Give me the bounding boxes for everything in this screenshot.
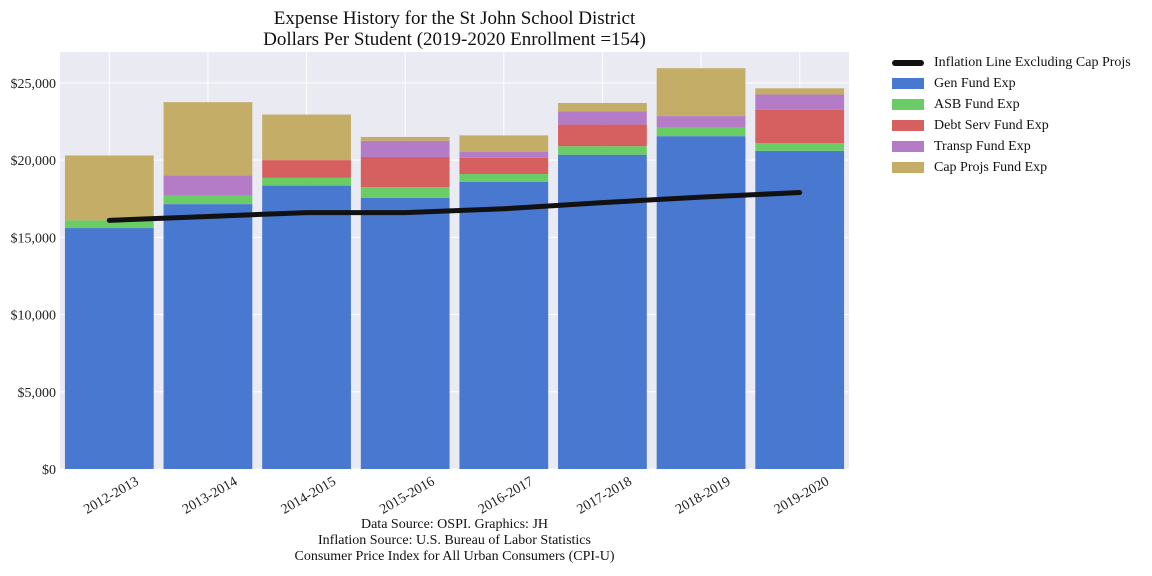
- data-source-note: Data Source: OSPI. Graphics: JH: [360, 517, 549, 532]
- bar-cap-projs-fund-exp-2013-2014: [163, 102, 253, 176]
- bar-asb-fund-exp-2013-2014: [163, 195, 253, 205]
- inflation-source-note: Inflation Source: U.S. Bureau of Labor S…: [318, 533, 591, 548]
- bar-debt-serv-fund-exp-2017-2018: [558, 124, 647, 147]
- x-tick-label: 2019-2020: [772, 474, 832, 517]
- bar-asb-fund-exp-2018-2019: [656, 127, 746, 137]
- x-tick-label: 2017-2018: [575, 474, 635, 517]
- legend-swatch: [892, 78, 924, 89]
- legend-label: Debt Serv Fund Exp: [934, 118, 1049, 133]
- bar-cap-projs-fund-exp-2015-2016: [360, 136, 450, 141]
- x-tick-label: 2013-2014: [180, 474, 240, 517]
- bar-cap-projs-fund-exp-2018-2019: [656, 68, 746, 117]
- bar-cap-projs-fund-exp-2012-2013: [64, 155, 154, 221]
- y-tick-label: $15,000: [11, 231, 57, 246]
- bar-debt-serv-fund-exp-2019-2020: [755, 109, 845, 144]
- bar-asb-fund-exp-2012-2013: [64, 220, 154, 229]
- y-tick-label: $20,000: [11, 154, 57, 169]
- bar-transp-fund-exp-2016-2017: [459, 151, 549, 158]
- x-tick-label: 2012-2013: [82, 474, 142, 517]
- x-tick-label: 2014-2015: [279, 474, 339, 517]
- bar-asb-fund-exp-2014-2015: [262, 177, 351, 186]
- bar-debt-serv-fund-exp-2014-2015: [262, 160, 351, 178]
- bar-gen-fund-exp-2012-2013: [64, 228, 154, 469]
- bar-transp-fund-exp-2018-2019: [656, 116, 746, 128]
- legend-label: Gen Fund Exp: [934, 76, 1016, 91]
- y-tick-label: $5,000: [18, 386, 57, 401]
- bar-debt-serv-fund-exp-2015-2016: [360, 157, 450, 188]
- y-tick-label: $0: [42, 463, 56, 478]
- bar-cap-projs-fund-exp-2017-2018: [558, 102, 647, 112]
- y-tick-label: $25,000: [11, 77, 57, 92]
- x-tick-label: 2015-2016: [377, 474, 437, 517]
- legend-swatch: [892, 141, 924, 152]
- legend-swatch: [892, 120, 924, 131]
- bar-debt-serv-fund-exp-2016-2017: [459, 157, 549, 175]
- legend-label: Cap Projs Fund Exp: [934, 160, 1048, 175]
- bar-asb-fund-exp-2017-2018: [558, 146, 647, 155]
- cpi-source-note: Consumer Price Index for All Urban Consu…: [294, 549, 615, 564]
- bar-cap-projs-fund-exp-2019-2020: [755, 88, 845, 95]
- bar-transp-fund-exp-2013-2014: [163, 175, 253, 196]
- bar-gen-fund-exp-2014-2015: [262, 185, 351, 469]
- chart-title-line-1: Expense History for the St John School D…: [273, 8, 636, 29]
- bar-gen-fund-exp-2017-2018: [558, 154, 647, 469]
- chart-title-line-2: Dollars Per Student (2019-2020 Enrollmen…: [263, 29, 646, 50]
- bar-transp-fund-exp-2019-2020: [755, 94, 845, 110]
- bar-gen-fund-exp-2016-2017: [459, 181, 549, 469]
- bar-cap-projs-fund-exp-2016-2017: [459, 135, 549, 152]
- x-tick-label: 2018-2019: [673, 474, 733, 517]
- legend-swatch: [892, 99, 924, 110]
- bar-gen-fund-exp-2019-2020: [755, 150, 845, 469]
- bar-gen-fund-exp-2013-2014: [163, 204, 253, 469]
- bar-asb-fund-exp-2016-2017: [459, 174, 549, 182]
- y-tick-label: $10,000: [11, 309, 57, 324]
- legend-label: Inflation Line Excluding Cap Projs: [934, 55, 1131, 70]
- bar-gen-fund-exp-2015-2016: [360, 197, 450, 469]
- bar-asb-fund-exp-2019-2020: [755, 143, 845, 151]
- legend-swatch: [892, 162, 924, 173]
- bar-transp-fund-exp-2017-2018: [558, 111, 647, 125]
- bar-transp-fund-exp-2015-2016: [360, 140, 450, 158]
- legend-label: Transp Fund Exp: [934, 139, 1031, 154]
- inflation-line: [106, 190, 803, 223]
- x-tick-label: 2016-2017: [476, 474, 536, 517]
- bar-gen-fund-exp-2018-2019: [656, 136, 746, 469]
- legend-swatch: [892, 60, 924, 66]
- bar-cap-projs-fund-exp-2014-2015: [262, 114, 351, 161]
- legend-label: ASB Fund Exp: [934, 97, 1020, 112]
- bar-asb-fund-exp-2015-2016: [360, 187, 450, 198]
